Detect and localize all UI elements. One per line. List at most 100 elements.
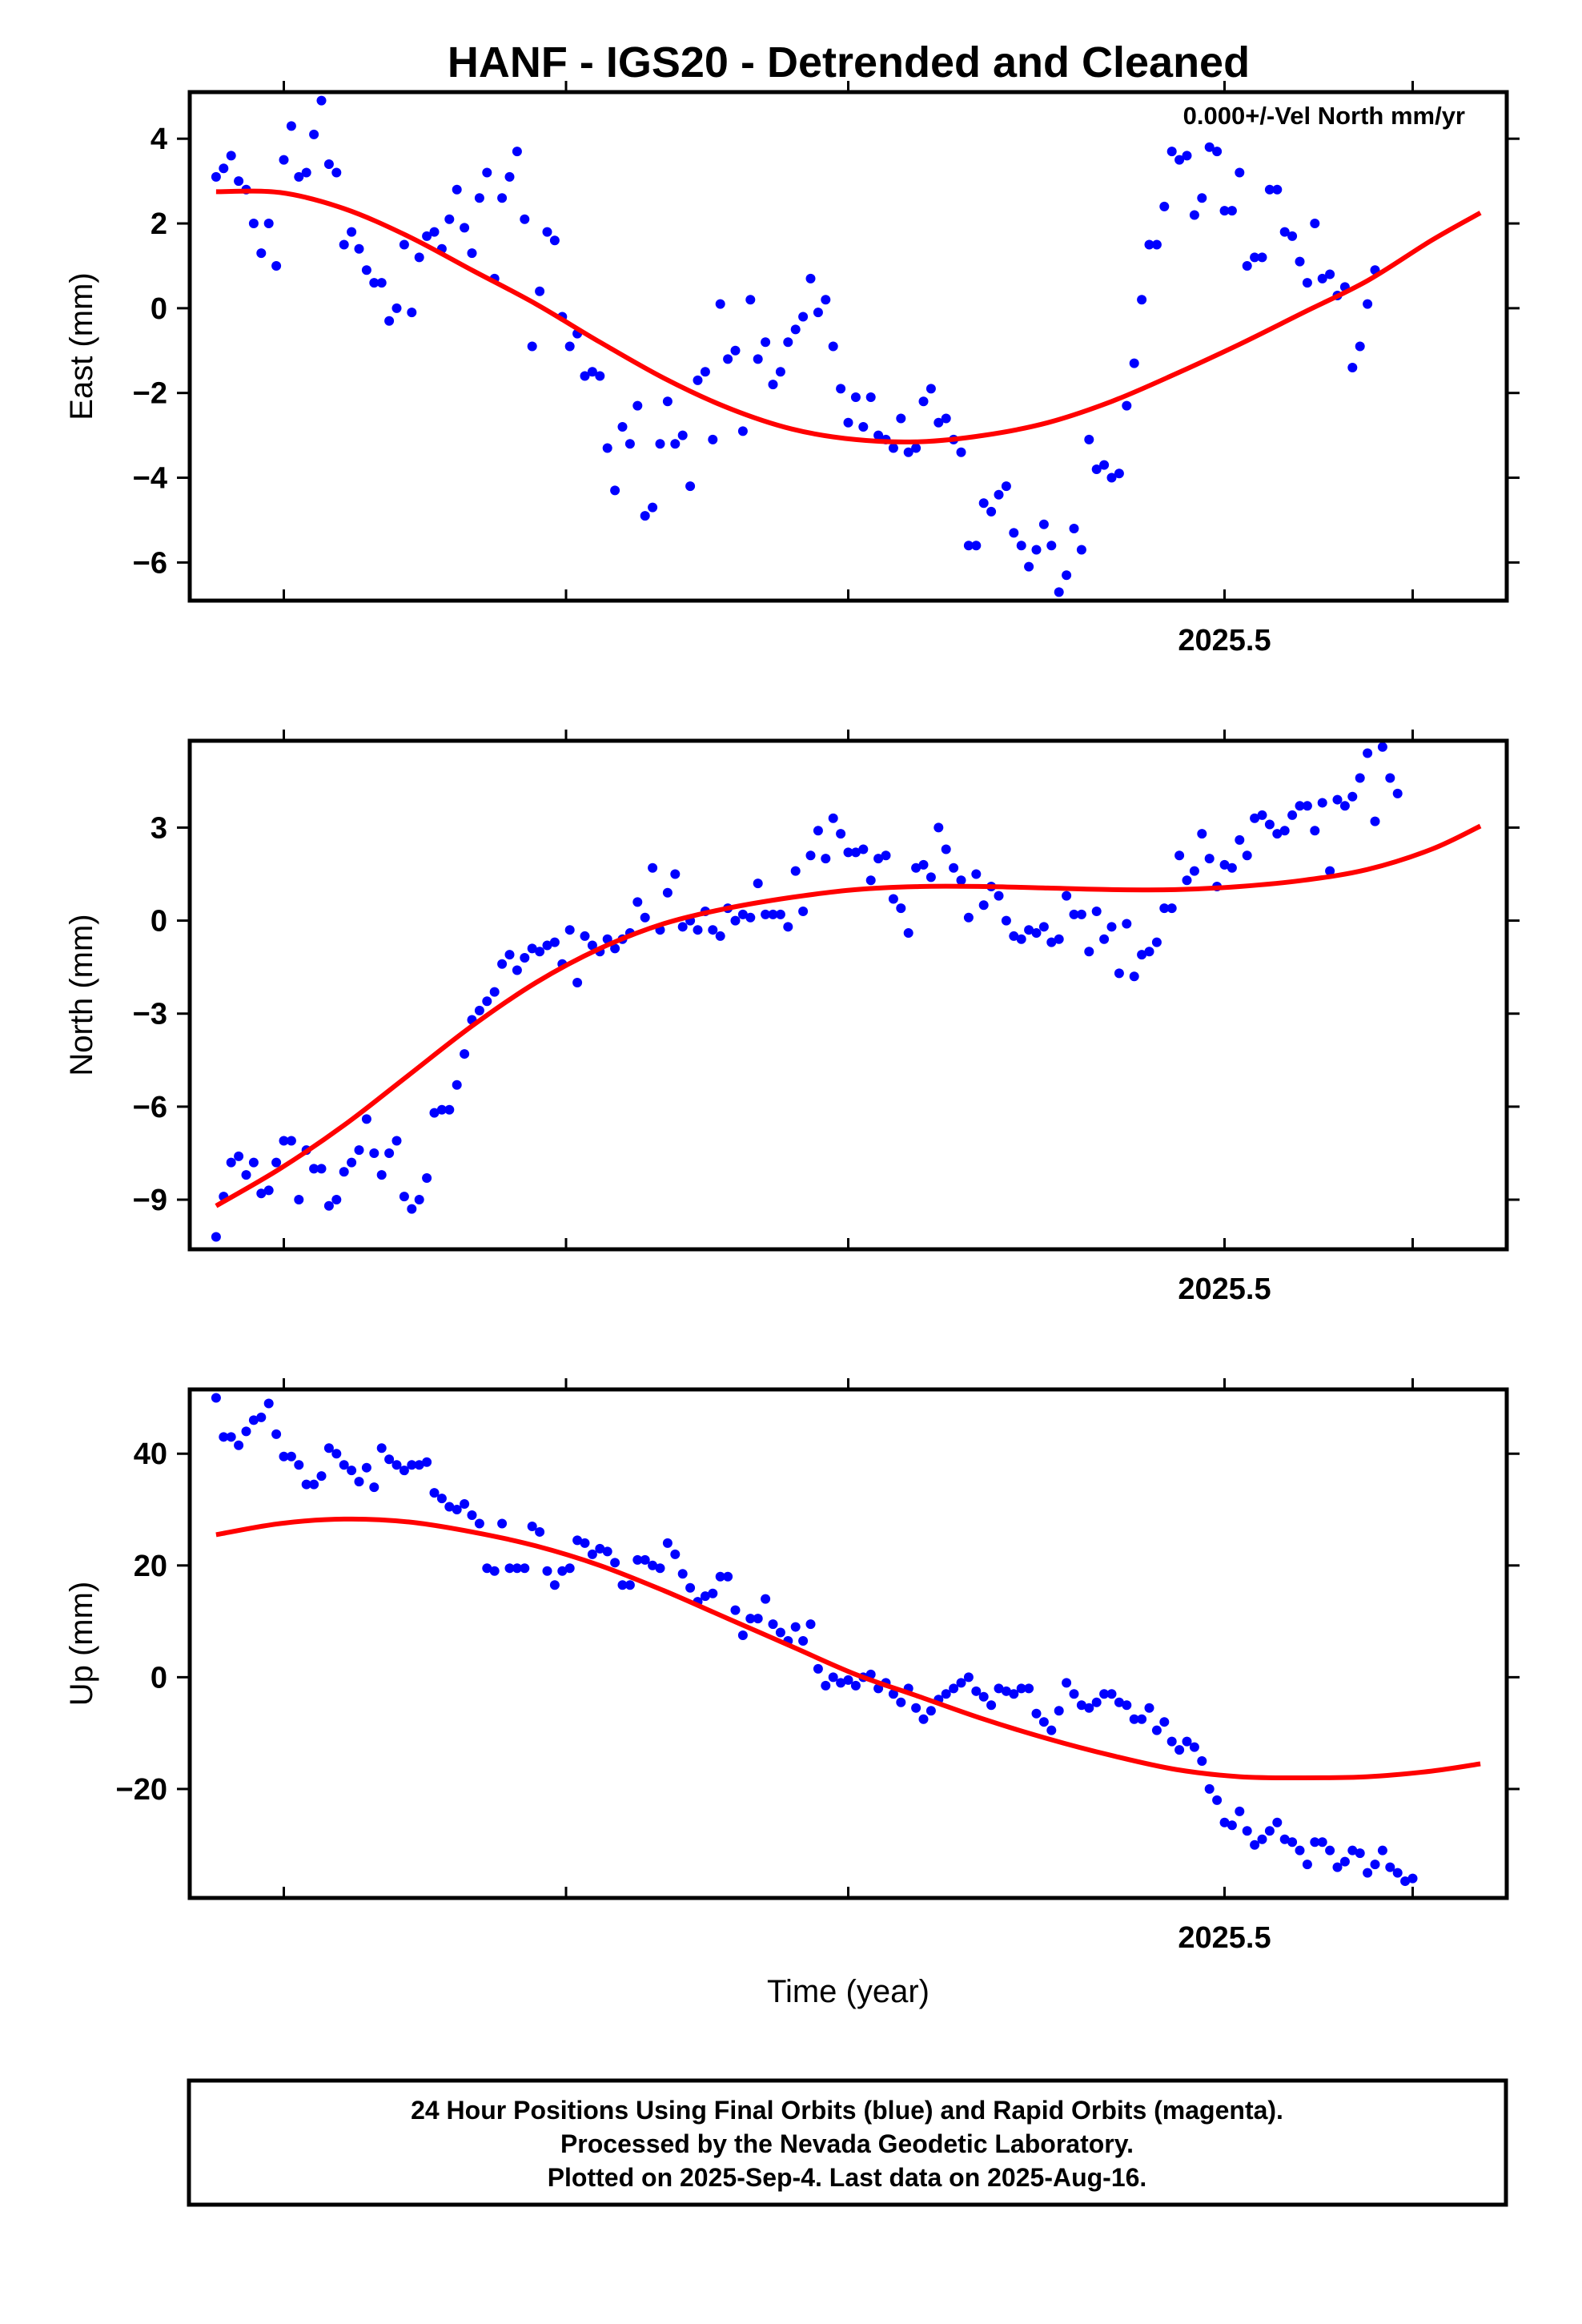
east-point	[1001, 481, 1011, 492]
north-point	[1159, 903, 1170, 914]
north-point	[926, 872, 936, 883]
up-point	[700, 1591, 710, 1602]
north-point	[903, 928, 913, 939]
east-point	[422, 231, 432, 241]
up-point	[1016, 1683, 1026, 1694]
east-point	[1393, 0, 1403, 5]
north-point	[1415, 0, 1425, 5]
east-point	[693, 375, 703, 385]
east-point	[535, 286, 545, 296]
up-point	[648, 1560, 658, 1570]
up-point	[941, 1689, 951, 1699]
east-point	[1250, 252, 1260, 263]
east-point	[775, 367, 785, 377]
north-point	[587, 940, 597, 951]
north-point	[708, 925, 718, 935]
north-point	[850, 847, 861, 858]
east-point	[1227, 206, 1237, 216]
north-point	[1189, 866, 1199, 876]
up-point	[978, 1691, 989, 1702]
north-point	[347, 1157, 357, 1168]
north-ytick-label-0: −9	[133, 1184, 167, 1217]
east-point	[1423, 0, 1432, 5]
up-point	[715, 1571, 725, 1582]
up-point	[1279, 1834, 1290, 1844]
east-point	[1385, 0, 1395, 5]
north-point	[361, 1114, 371, 1124]
north-point	[798, 906, 809, 916]
east-point	[610, 485, 620, 496]
north-point	[956, 875, 966, 886]
north-point	[934, 822, 944, 833]
north-point	[339, 1167, 349, 1177]
east-point	[1159, 201, 1170, 211]
north-point	[572, 978, 583, 988]
east-point	[1189, 210, 1199, 220]
north-point	[1355, 773, 1365, 783]
north-point	[1031, 928, 1042, 939]
east-point	[1144, 239, 1154, 250]
north-ytick-label-1: −6	[133, 1091, 167, 1124]
north-point	[1069, 909, 1079, 919]
north-point	[1363, 748, 1373, 758]
north-point	[1099, 934, 1110, 944]
north-point	[610, 943, 620, 954]
up-ytick-label-1: 0	[151, 1661, 167, 1695]
up-point	[1137, 1714, 1147, 1724]
east-point	[670, 439, 681, 449]
up-point	[753, 1614, 763, 1624]
east-point	[1062, 570, 1072, 581]
up-point	[361, 1462, 371, 1473]
north-point	[761, 909, 771, 919]
up-point	[414, 1460, 424, 1470]
up-point	[1204, 1783, 1215, 1794]
footer-line-2: Processed by the Nevada Geodetic Laborat…	[560, 2129, 1134, 2158]
east-point	[294, 171, 304, 182]
north-point	[994, 891, 1004, 901]
north-point	[1076, 909, 1086, 919]
north-point	[1197, 829, 1207, 839]
up-point	[474, 1518, 484, 1529]
north-point	[279, 1136, 289, 1146]
up-point	[399, 1466, 409, 1476]
east-point	[1166, 147, 1177, 157]
north-point	[1370, 816, 1380, 826]
up-point	[1377, 1845, 1387, 1856]
east-point	[376, 278, 387, 288]
north-point	[873, 854, 884, 864]
up-point	[384, 1454, 395, 1465]
up-point	[918, 1714, 929, 1724]
north-point	[828, 813, 838, 823]
north-point	[407, 1204, 417, 1214]
north-point	[1385, 773, 1395, 783]
east-point	[316, 95, 327, 106]
up-point	[888, 1689, 898, 1699]
up-point	[316, 1471, 327, 1482]
north-point	[549, 937, 560, 947]
east-point	[1287, 231, 1298, 241]
east-point	[1325, 269, 1335, 279]
east-point	[331, 167, 342, 178]
up-point	[497, 1518, 508, 1529]
east-point	[1431, 0, 1440, 5]
up-point	[376, 1443, 387, 1454]
east-point	[926, 384, 936, 394]
up-point	[662, 1538, 673, 1548]
north-point	[677, 922, 688, 932]
east-point	[934, 417, 944, 428]
north-point	[1182, 875, 1192, 886]
north-point	[1332, 794, 1343, 805]
east-point	[1099, 460, 1110, 470]
up-point	[1069, 1689, 1079, 1699]
up-point	[226, 1432, 236, 1442]
north-point	[821, 854, 831, 864]
east-point	[821, 295, 831, 305]
east-point	[474, 193, 484, 203]
east-point	[286, 121, 296, 131]
east-point	[1446, 0, 1456, 5]
east-point	[843, 417, 853, 428]
up-point	[1001, 1686, 1011, 1696]
north-point	[542, 940, 552, 951]
north-point	[384, 1148, 395, 1158]
